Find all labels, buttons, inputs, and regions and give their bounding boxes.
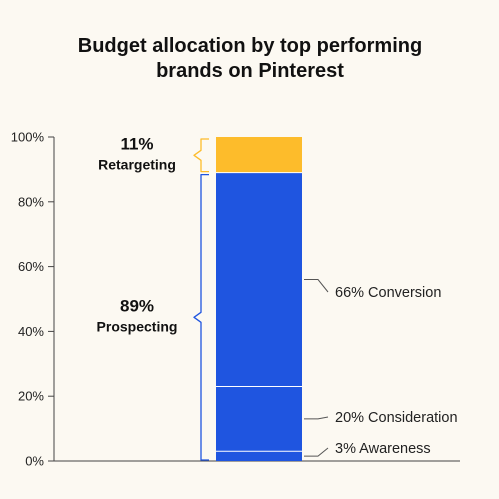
- y-axis: 0% 20% 40% 60% 80% 100%: [11, 130, 460, 469]
- bar-segment: [216, 137, 302, 173]
- segment-leader-line: [304, 416, 329, 420]
- y-tick-label: 100%: [11, 130, 45, 145]
- y-tick-label: 80%: [18, 194, 44, 209]
- group-percent: 89%: [120, 296, 154, 315]
- chart-title-line-1: Budget allocation by top performing: [78, 35, 422, 57]
- bar-segment: [216, 386, 302, 452]
- segment-label: 66% Conversion: [335, 285, 441, 301]
- segment-label: 20% Consideration: [335, 410, 458, 426]
- group-bracket: [193, 138, 209, 173]
- segment-labels: 3% Awareness 20% Consideration 66% Convers…: [304, 279, 458, 457]
- bar-segment: [216, 172, 302, 387]
- bar-segment: [216, 451, 302, 461]
- y-tick-label: 40%: [18, 324, 44, 339]
- chart-title-line-2: brands on Pinterest: [156, 60, 344, 82]
- group-percent: 11%: [120, 134, 153, 153]
- group-bracket: [193, 173, 209, 461]
- segment-label: 3% Awareness: [335, 441, 431, 457]
- group-brackets: 89% Prospecting 11% Retargeting: [97, 134, 209, 461]
- y-tick-label: 0%: [25, 454, 44, 469]
- group-label: Retargeting: [98, 156, 176, 172]
- bar-segments: [216, 137, 302, 461]
- segment-leader-line: [304, 447, 329, 457]
- group-label: Prospecting: [97, 318, 178, 334]
- y-tick-label: 20%: [18, 389, 44, 404]
- chart-title: Budget allocation by top performing bran…: [78, 35, 422, 82]
- y-tick-label: 60%: [18, 259, 44, 274]
- segment-leader-line: [304, 279, 329, 293]
